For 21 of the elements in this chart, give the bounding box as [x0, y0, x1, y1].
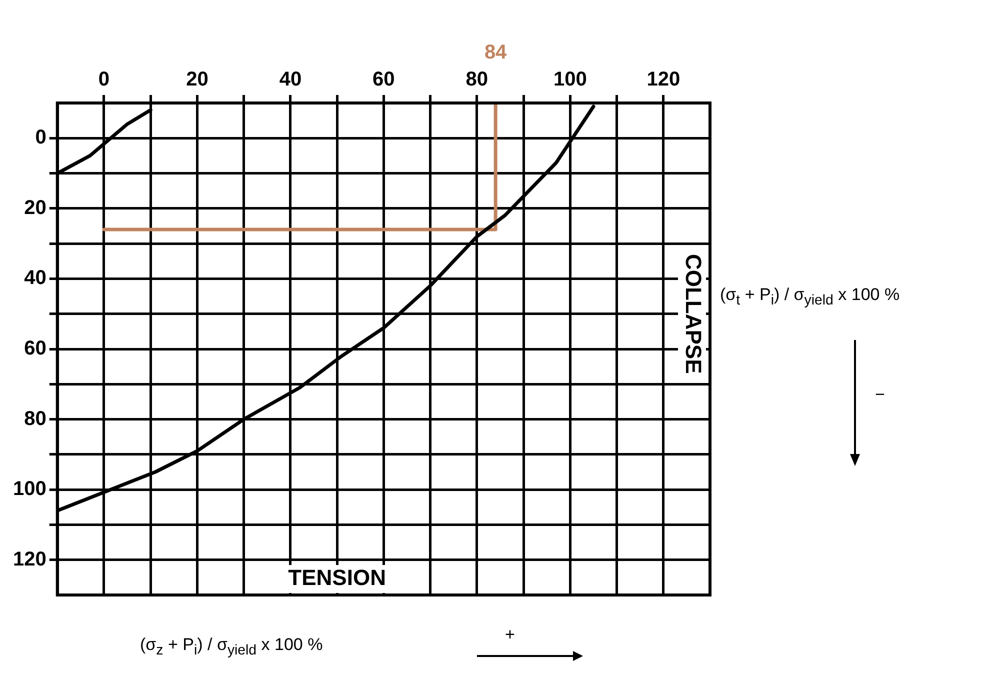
y-axis-title: COLLAPSE: [680, 254, 706, 374]
x-tick-label: 60: [372, 68, 395, 91]
y-tick-label: 100: [12, 478, 46, 500]
y-tick-label: 0: [35, 126, 46, 149]
x-tick-label: 120: [646, 68, 680, 91]
text: (σ$_{z}$ + P$_{i}$) / σ$_{yield}$ x 100 %: [140, 635, 323, 658]
y-tick-label: 40: [24, 267, 46, 290]
y-tick-label: 80: [24, 408, 46, 430]
x-tick-label: 0: [98, 68, 110, 91]
annotation: 84: [484, 42, 508, 64]
text: −: [875, 385, 885, 405]
x-tick-label: 80: [466, 68, 488, 91]
y-tick-label: 20: [24, 196, 46, 219]
x-tick-label: 20: [186, 68, 208, 91]
x-axis-title: TENSION: [288, 565, 386, 590]
x-tick-label: 40: [279, 68, 302, 91]
y-tick-label: 60: [24, 338, 46, 360]
text: +: [505, 625, 515, 645]
text: (σ$_{t}$ + P$_{i}$) / σ$_{yield}$ x 100 %: [720, 285, 900, 308]
y-tick-label: 120: [12, 548, 46, 570]
x-tick-label: 100: [553, 68, 587, 91]
